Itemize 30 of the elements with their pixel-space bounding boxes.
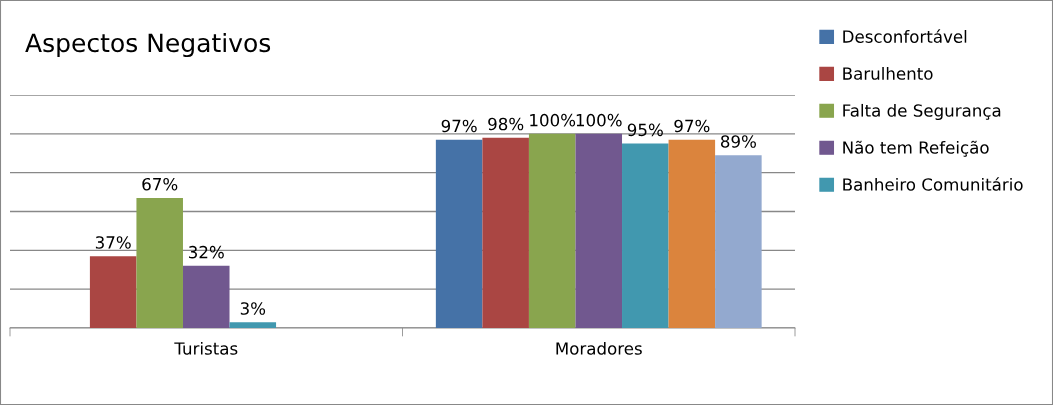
data-label: 37% [95, 236, 131, 249]
data-label: 98% [488, 117, 524, 131]
data-label: 100% [530, 113, 576, 127]
data-label: 32% [189, 245, 224, 259]
legend-label: Desconfortável [843, 29, 967, 43]
data-label: 95% [627, 123, 663, 137]
data-label: 97% [674, 119, 710, 133]
chart-title: Aspectos Negativos [25, 32, 271, 58]
bar [528, 133, 576, 328]
data-label: 97% [441, 119, 477, 133]
bar [435, 139, 483, 328]
bar [229, 322, 277, 328]
data-label: 89% [720, 135, 756, 148]
x-tick-label: Moradores [556, 341, 642, 355]
data-label: 100% [576, 113, 622, 127]
bar [575, 133, 623, 328]
legend-label: Banheiro Comunitário [843, 177, 1023, 191]
bar [668, 139, 716, 328]
bar [182, 265, 230, 328]
data-label: 67% [142, 177, 178, 191]
bar [715, 155, 762, 328]
bar [482, 137, 529, 328]
legend-label: Falta de Segurança [843, 103, 1001, 121]
data-label: 3% [240, 302, 266, 315]
legend-label: Não tem Refeição [843, 140, 989, 157]
bar [622, 143, 669, 328]
legend-label: Barulhento [843, 66, 933, 80]
bar [89, 256, 137, 328]
x-tick-label: Turistas [174, 341, 238, 355]
bar [136, 197, 183, 328]
